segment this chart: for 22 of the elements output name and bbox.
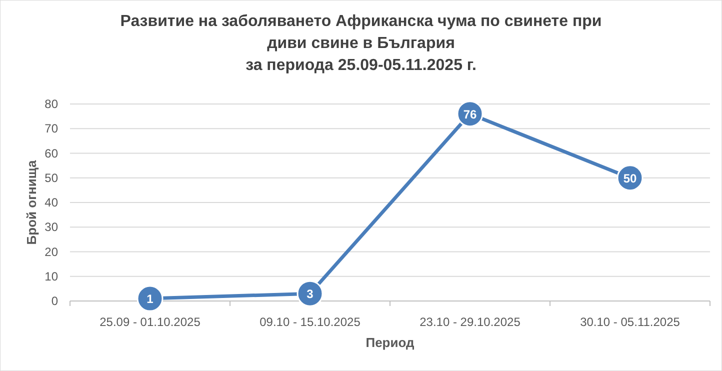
data-label: 76 — [463, 107, 477, 122]
point — [296, 280, 324, 307]
y-tick-label: 10 — [44, 269, 58, 284]
x-axis-title: Период — [366, 335, 416, 350]
chart-title: Развитие на заболяването Африканска чума по свинете при диви свине в България за периода 25.09-05.11.2025 г. — [120, 13, 602, 74]
y-tick-label: 80 — [44, 97, 58, 111]
x-tick-label: 25.09 - 01.10.2025 — [100, 315, 201, 329]
point — [136, 285, 164, 312]
y-tick-label: 70 — [44, 122, 58, 136]
y-tick-label: 40 — [44, 196, 58, 210]
x-tick-label: 30.10 - 05.11.2025 — [580, 315, 680, 329]
data-label: 50 — [623, 171, 637, 186]
y-tick-label: 20 — [44, 244, 58, 259]
data-label: 3 — [306, 287, 314, 302]
y-axis-title: Брой огнища — [24, 160, 39, 245]
y-tick-label: 50 — [44, 170, 58, 185]
x-tick-label: 09.10 - 15.10.2025 — [260, 315, 361, 329]
y-tick-label: 60 — [44, 146, 58, 160]
y-tick-label: 30 — [44, 220, 58, 234]
y-tick-label: 0 — [51, 294, 58, 308]
data-label: 1 — [146, 292, 154, 306]
x-tick-label: 23.10 - 29.10.2025 — [420, 315, 521, 329]
